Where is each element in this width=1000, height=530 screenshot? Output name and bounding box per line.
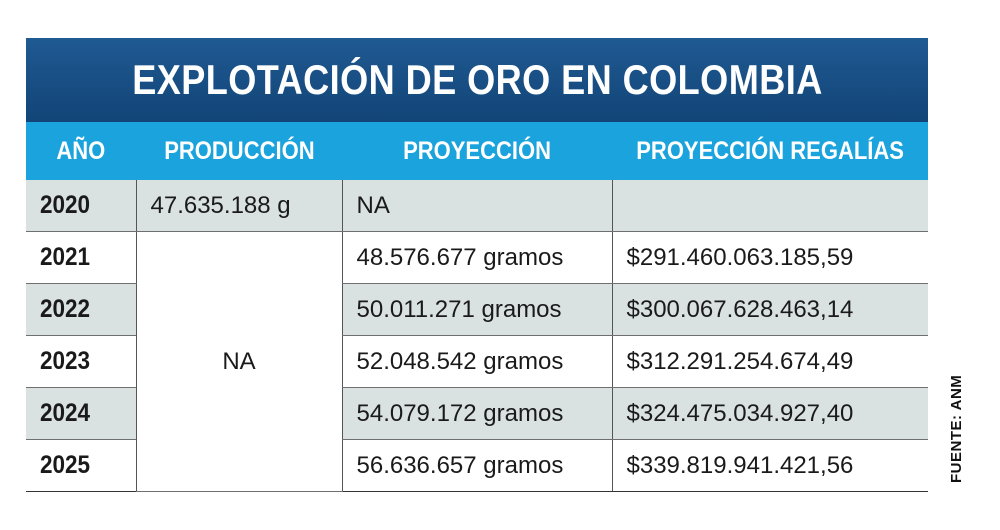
gold-table-graphic: EXPLOTACIÓN DE ORO EN COLOMBIA AÑO PRODU… <box>26 38 928 492</box>
header-projection: PROYECCIÓN <box>342 122 612 180</box>
header-royalties: PROYECCIÓN REGALÍAS <box>612 122 928 180</box>
royalties-cell: $339.819.941.421,56 <box>611 439 928 492</box>
production-merged-cell: NA <box>135 231 342 492</box>
table-title-bar: EXPLOTACIÓN DE ORO EN COLOMBIA <box>26 38 928 122</box>
royalties-cell: $312.291.254.674,49 <box>611 335 928 388</box>
year-cell: 2020 <box>26 180 136 232</box>
royalties-cell <box>611 180 928 232</box>
projection-cell: 56.636.657 gramos <box>341 439 612 492</box>
projection-cell: 48.576.677 gramos <box>341 231 612 284</box>
projection-cell: 54.079.172 gramos <box>341 387 612 440</box>
table-row: 2021 NA 48.576.677 gramos $291.460.063.1… <box>26 231 928 492</box>
gold-production-table: AÑO PRODUCCIÓN PROYECCIÓN PROYECCIÓN REG… <box>26 122 928 492</box>
year-cell: 2021 <box>26 231 136 284</box>
table-row: 2025 56.636.657 gramos $339.819.941.421,… <box>26 439 928 492</box>
header-row: AÑO PRODUCCIÓN PROYECCIÓN PROYECCIÓN REG… <box>26 122 928 180</box>
year-cell: 2024 <box>26 387 136 440</box>
production-cell: 47.635.188 g <box>135 180 342 232</box>
table-row: 2024 54.079.172 gramos $324.475.034.927,… <box>26 387 928 440</box>
royalties-cell: $324.475.034.927,40 <box>611 387 928 440</box>
header-production: PRODUCCIÓN <box>136 122 342 180</box>
table-title: EXPLOTACIÓN DE ORO EN COLOMBIA <box>131 56 823 103</box>
table-row: 2022 50.011.271 gramos $300.067.628.463,… <box>26 283 928 336</box>
year-cell: 2023 <box>26 335 136 388</box>
year-cell: 2022 <box>26 283 136 336</box>
year-cell: 2025 <box>26 439 136 492</box>
source-credit: FUENTE: ANM <box>948 374 965 483</box>
table-row: 2020 47.635.188 g NA <box>26 180 928 232</box>
royalties-cell: $300.067.628.463,14 <box>611 283 928 336</box>
projection-cell: 52.048.542 gramos <box>341 335 612 388</box>
header-year: AÑO <box>26 122 136 180</box>
table-row: 2023 52.048.542 gramos $312.291.254.674,… <box>26 335 928 388</box>
projection-cell: NA <box>341 180 612 232</box>
royalties-cell: $291.460.063.185,59 <box>611 231 928 284</box>
projection-cell: 50.011.271 gramos <box>341 283 612 336</box>
